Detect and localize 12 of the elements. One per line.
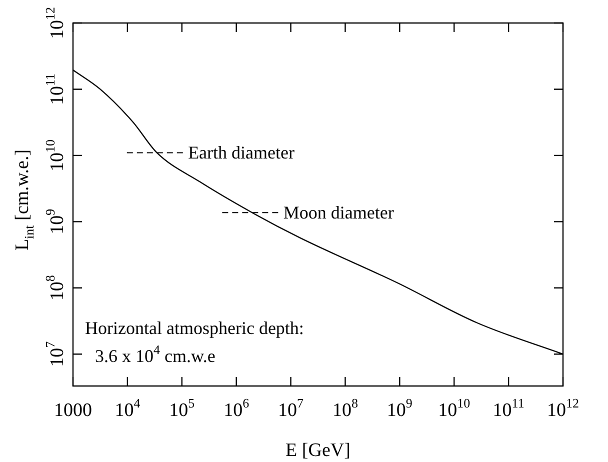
y-axis-title: Lint [cm.w.e.] <box>12 149 37 251</box>
y-tick-label: 1012 <box>42 7 68 39</box>
ref-line-label: Moon diameter <box>283 202 394 223</box>
y-tick-label: 108 <box>42 275 68 301</box>
y-tick-label: 109 <box>42 208 68 234</box>
x-tick-label: 1000 <box>54 400 92 421</box>
annotation: Horizontal atmospheric depth: <box>85 318 304 338</box>
x-axis-title: E [GeV] <box>286 440 350 461</box>
y-tick-label: 1010 <box>42 139 68 172</box>
y-tick-label: 107 <box>42 340 68 367</box>
ref-line-label: Earth diameter <box>188 142 295 163</box>
y-tick-label: 1011 <box>42 73 68 105</box>
